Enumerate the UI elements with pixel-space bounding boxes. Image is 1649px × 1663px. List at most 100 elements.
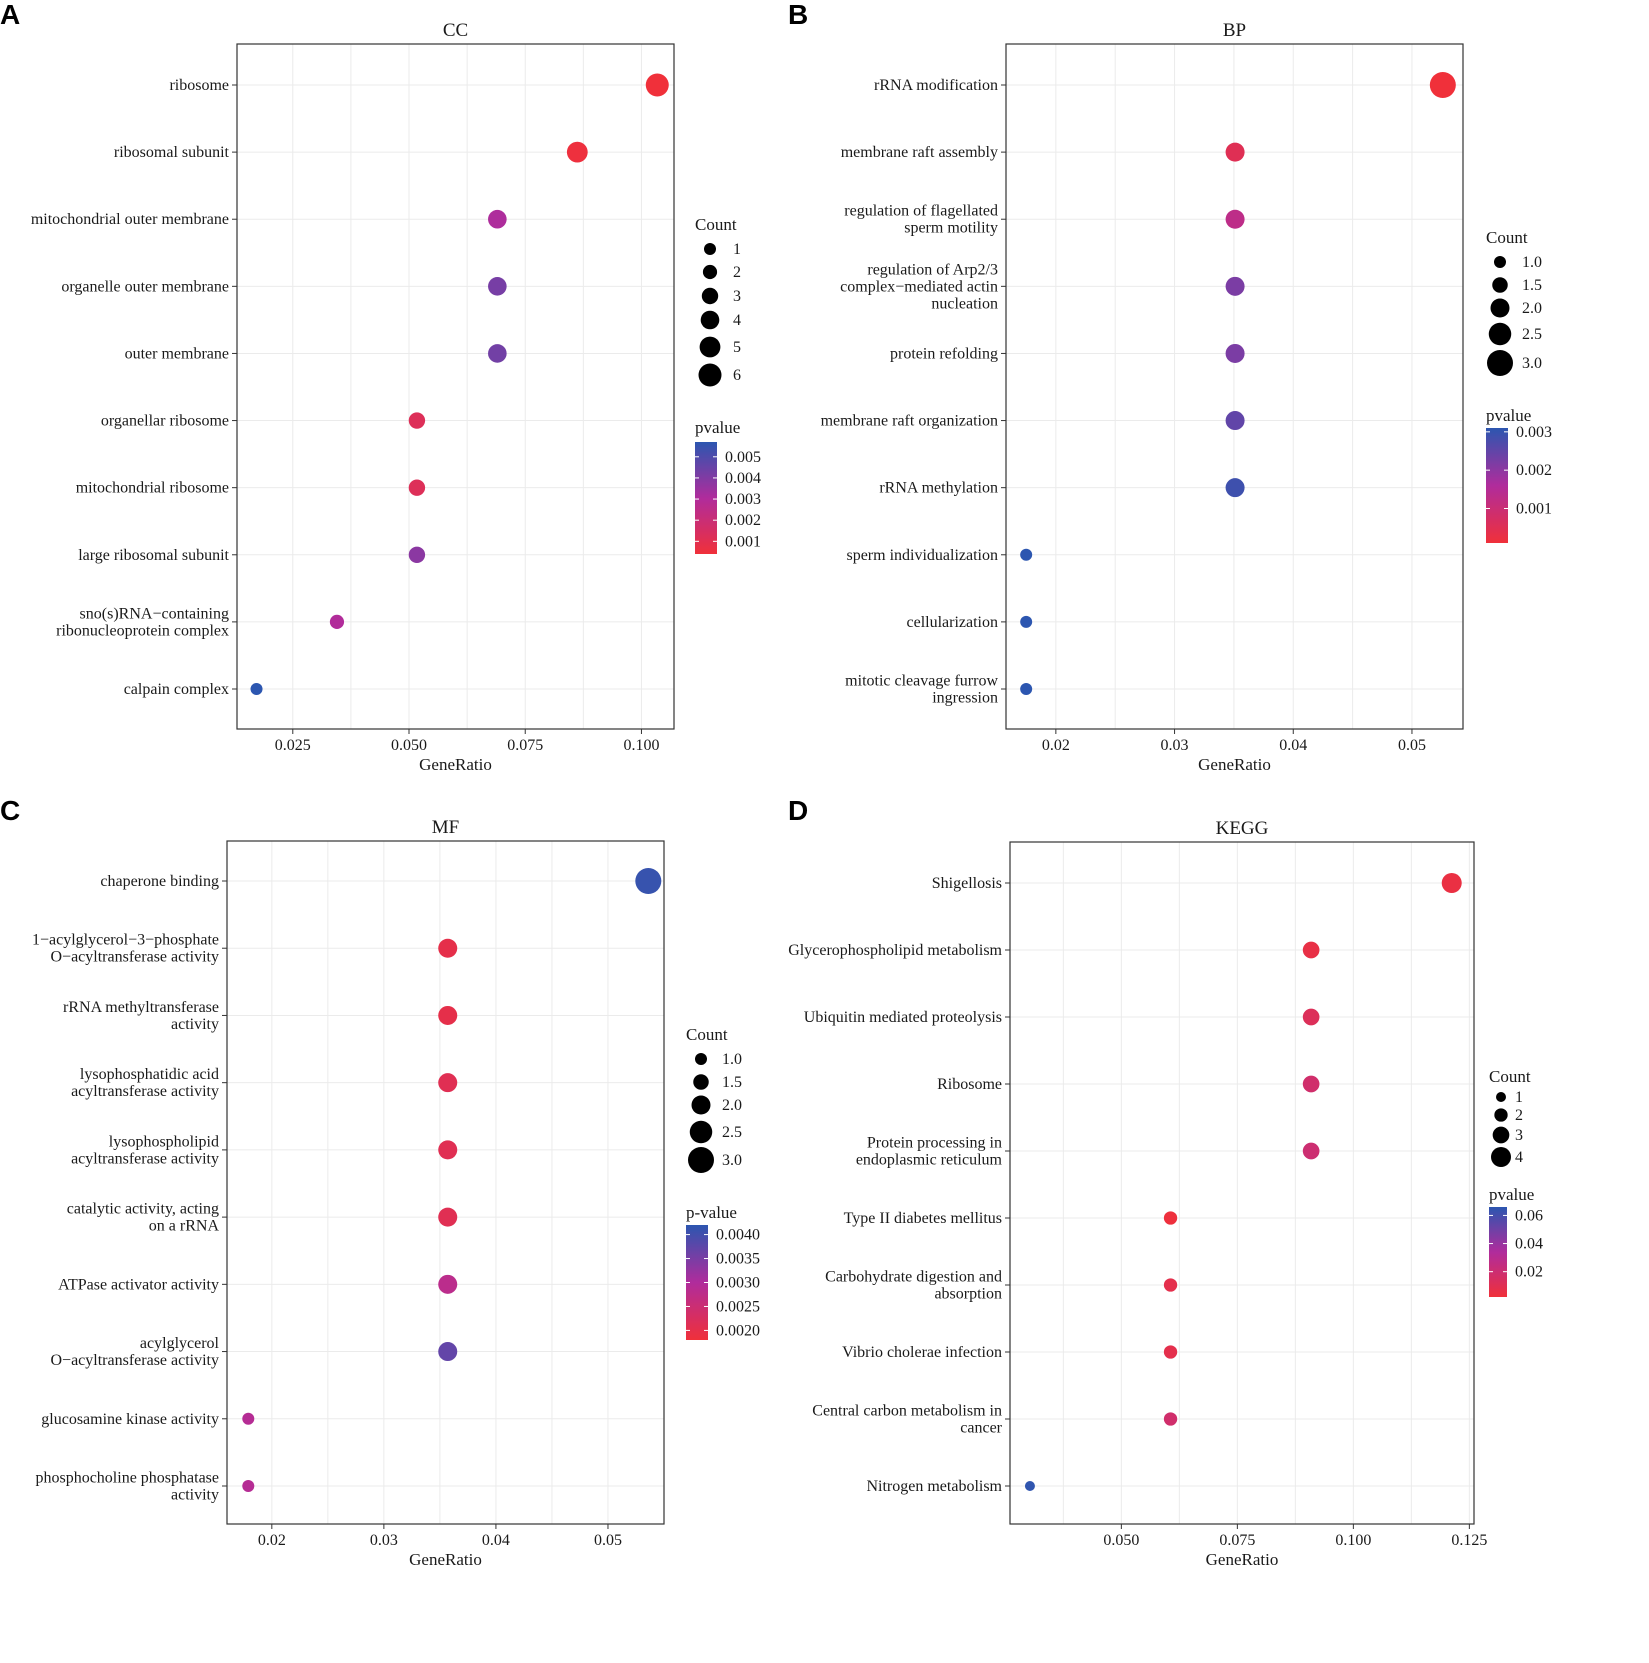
pvalue-legend-label: 0.004 xyxy=(725,470,761,487)
category-label: activity xyxy=(171,1487,219,1504)
pvalue-legend-label: 0.06 xyxy=(1515,1207,1543,1224)
category-label: absorption xyxy=(934,1286,1002,1303)
count-legend-dot xyxy=(1492,1126,1510,1144)
category-label: rRNA methylation xyxy=(879,480,998,497)
category-label: mitochondrial outer membrane xyxy=(31,211,229,228)
data-point xyxy=(1302,1008,1320,1026)
pvalue-legend-title: pvalue xyxy=(1486,406,1531,425)
pvalue-colorbar xyxy=(686,1225,708,1340)
category-label: acyltransferase activity xyxy=(71,1150,219,1167)
category-label: phosphocholine phosphatase xyxy=(35,1470,219,1487)
pvalue-legend-label: 0.04 xyxy=(1515,1236,1543,1253)
data-point xyxy=(1429,72,1456,98)
panel-letter: D xyxy=(788,795,808,826)
category-label: glucosamine kinase activity xyxy=(41,1411,219,1428)
count-legend-label: 2.5 xyxy=(1522,326,1542,343)
data-point xyxy=(438,1005,458,1025)
pvalue-legend-label: 0.002 xyxy=(1516,462,1552,479)
category-label: Ubiquitin mediated proteolysis xyxy=(804,1009,1002,1026)
category-label: regulation of Arp2/3 xyxy=(867,261,998,278)
count-legend-label: 2.0 xyxy=(722,1097,742,1114)
data-point xyxy=(645,73,669,97)
data-point xyxy=(1225,142,1245,162)
data-point xyxy=(408,546,426,563)
data-point xyxy=(1020,615,1033,628)
pvalue-legend-title: pvalue xyxy=(1489,1185,1534,1204)
count-legend-label: 1.5 xyxy=(1522,277,1542,294)
data-point xyxy=(1302,1142,1320,1160)
x-tick-label: 0.025 xyxy=(275,737,311,754)
category-label: large ribosomal subunit xyxy=(78,547,229,564)
plot-area xyxy=(1010,842,1474,1524)
count-legend-label: 2 xyxy=(733,264,741,281)
category-label: Shigellosis xyxy=(932,875,1002,892)
count-legend-dot xyxy=(698,363,722,387)
x-tick-label: 0.05 xyxy=(594,1532,622,1549)
category-label: endoplasmic reticulum xyxy=(856,1152,1003,1169)
x-tick-label: 0.075 xyxy=(1219,1532,1255,1549)
data-point xyxy=(1302,941,1320,959)
category-label: ATPase activator activity xyxy=(58,1276,219,1293)
pvalue-legend-label: 0.002 xyxy=(725,512,761,529)
category-label: lysophosphatidic acid xyxy=(80,1066,219,1083)
pvalue-legend-label: 0.003 xyxy=(1516,424,1552,441)
category-label: Nitrogen metabolism xyxy=(866,1478,1002,1495)
category-label: calpain complex xyxy=(124,681,229,698)
category-label: ingression xyxy=(932,690,998,707)
count-legend-dot xyxy=(689,1120,713,1144)
count-legend-dot xyxy=(1490,298,1510,318)
panel-title: KEGG xyxy=(1216,818,1269,839)
count-legend-dot xyxy=(1491,1147,1511,1167)
data-point xyxy=(1020,548,1033,561)
pvalue-colorbar xyxy=(695,442,717,554)
pvalue-legend-title: p-value xyxy=(686,1203,737,1222)
panel-letter: A xyxy=(0,0,20,30)
data-point xyxy=(438,1140,458,1160)
category-label: organellar ribosome xyxy=(101,413,229,430)
count-legend-dot xyxy=(704,243,716,255)
count-legend-dot xyxy=(1492,277,1508,293)
count-legend-dot xyxy=(691,1095,711,1115)
data-point xyxy=(1225,411,1245,431)
count-legend-label: 3 xyxy=(1515,1127,1523,1144)
category-label: catalytic activity, acting xyxy=(67,1201,219,1218)
category-label: cellularization xyxy=(906,614,998,631)
data-point xyxy=(1441,873,1462,893)
category-label: complex−mediated actin xyxy=(840,278,998,295)
panel-c: C MF 0.02 0.03 0.04 0.05 GeneRatio chaperone bi… xyxy=(0,795,760,1569)
data-point xyxy=(438,1274,458,1294)
count-legend-label: 1 xyxy=(733,241,741,258)
count-legend-label: 1.0 xyxy=(722,1051,742,1068)
panel-title: MF xyxy=(432,817,459,838)
count-legend-dot xyxy=(695,1053,707,1065)
x-tick-label: 0.050 xyxy=(1103,1532,1139,1549)
count-legend-dot xyxy=(693,1074,709,1090)
count-legend-dot xyxy=(699,336,721,358)
data-point xyxy=(488,277,507,296)
count-legend-label: 2.5 xyxy=(722,1124,742,1141)
count-legend-label: 3 xyxy=(733,288,741,305)
x-tick-label: 0.075 xyxy=(507,737,543,754)
count-legend-label: 5 xyxy=(733,339,741,356)
data-point xyxy=(1163,1278,1178,1292)
data-point xyxy=(1163,1211,1178,1225)
data-point xyxy=(438,1342,458,1362)
pvalue-legend-label: 0.003 xyxy=(725,491,761,508)
category-label: organelle outer membrane xyxy=(61,278,229,295)
data-point xyxy=(635,868,662,894)
x-tick-label: 0.125 xyxy=(1451,1532,1487,1549)
x-tick-label: 0.04 xyxy=(1279,737,1307,754)
x-tick-label: 0.03 xyxy=(370,1532,398,1549)
x-axis-label: GeneRatio xyxy=(1198,755,1271,774)
data-point xyxy=(1163,1345,1178,1359)
count-legend-dot xyxy=(1487,350,1513,376)
category-label: activity xyxy=(171,1016,219,1033)
category-label: Ribosome xyxy=(937,1076,1002,1093)
pvalue-legend-label: 0.005 xyxy=(725,449,761,466)
data-point xyxy=(488,344,507,363)
count-legend-dot xyxy=(688,1147,714,1173)
plot-border xyxy=(226,840,665,1525)
data-point xyxy=(438,1207,458,1227)
data-point xyxy=(250,683,263,695)
x-tick-label: 0.050 xyxy=(391,737,427,754)
